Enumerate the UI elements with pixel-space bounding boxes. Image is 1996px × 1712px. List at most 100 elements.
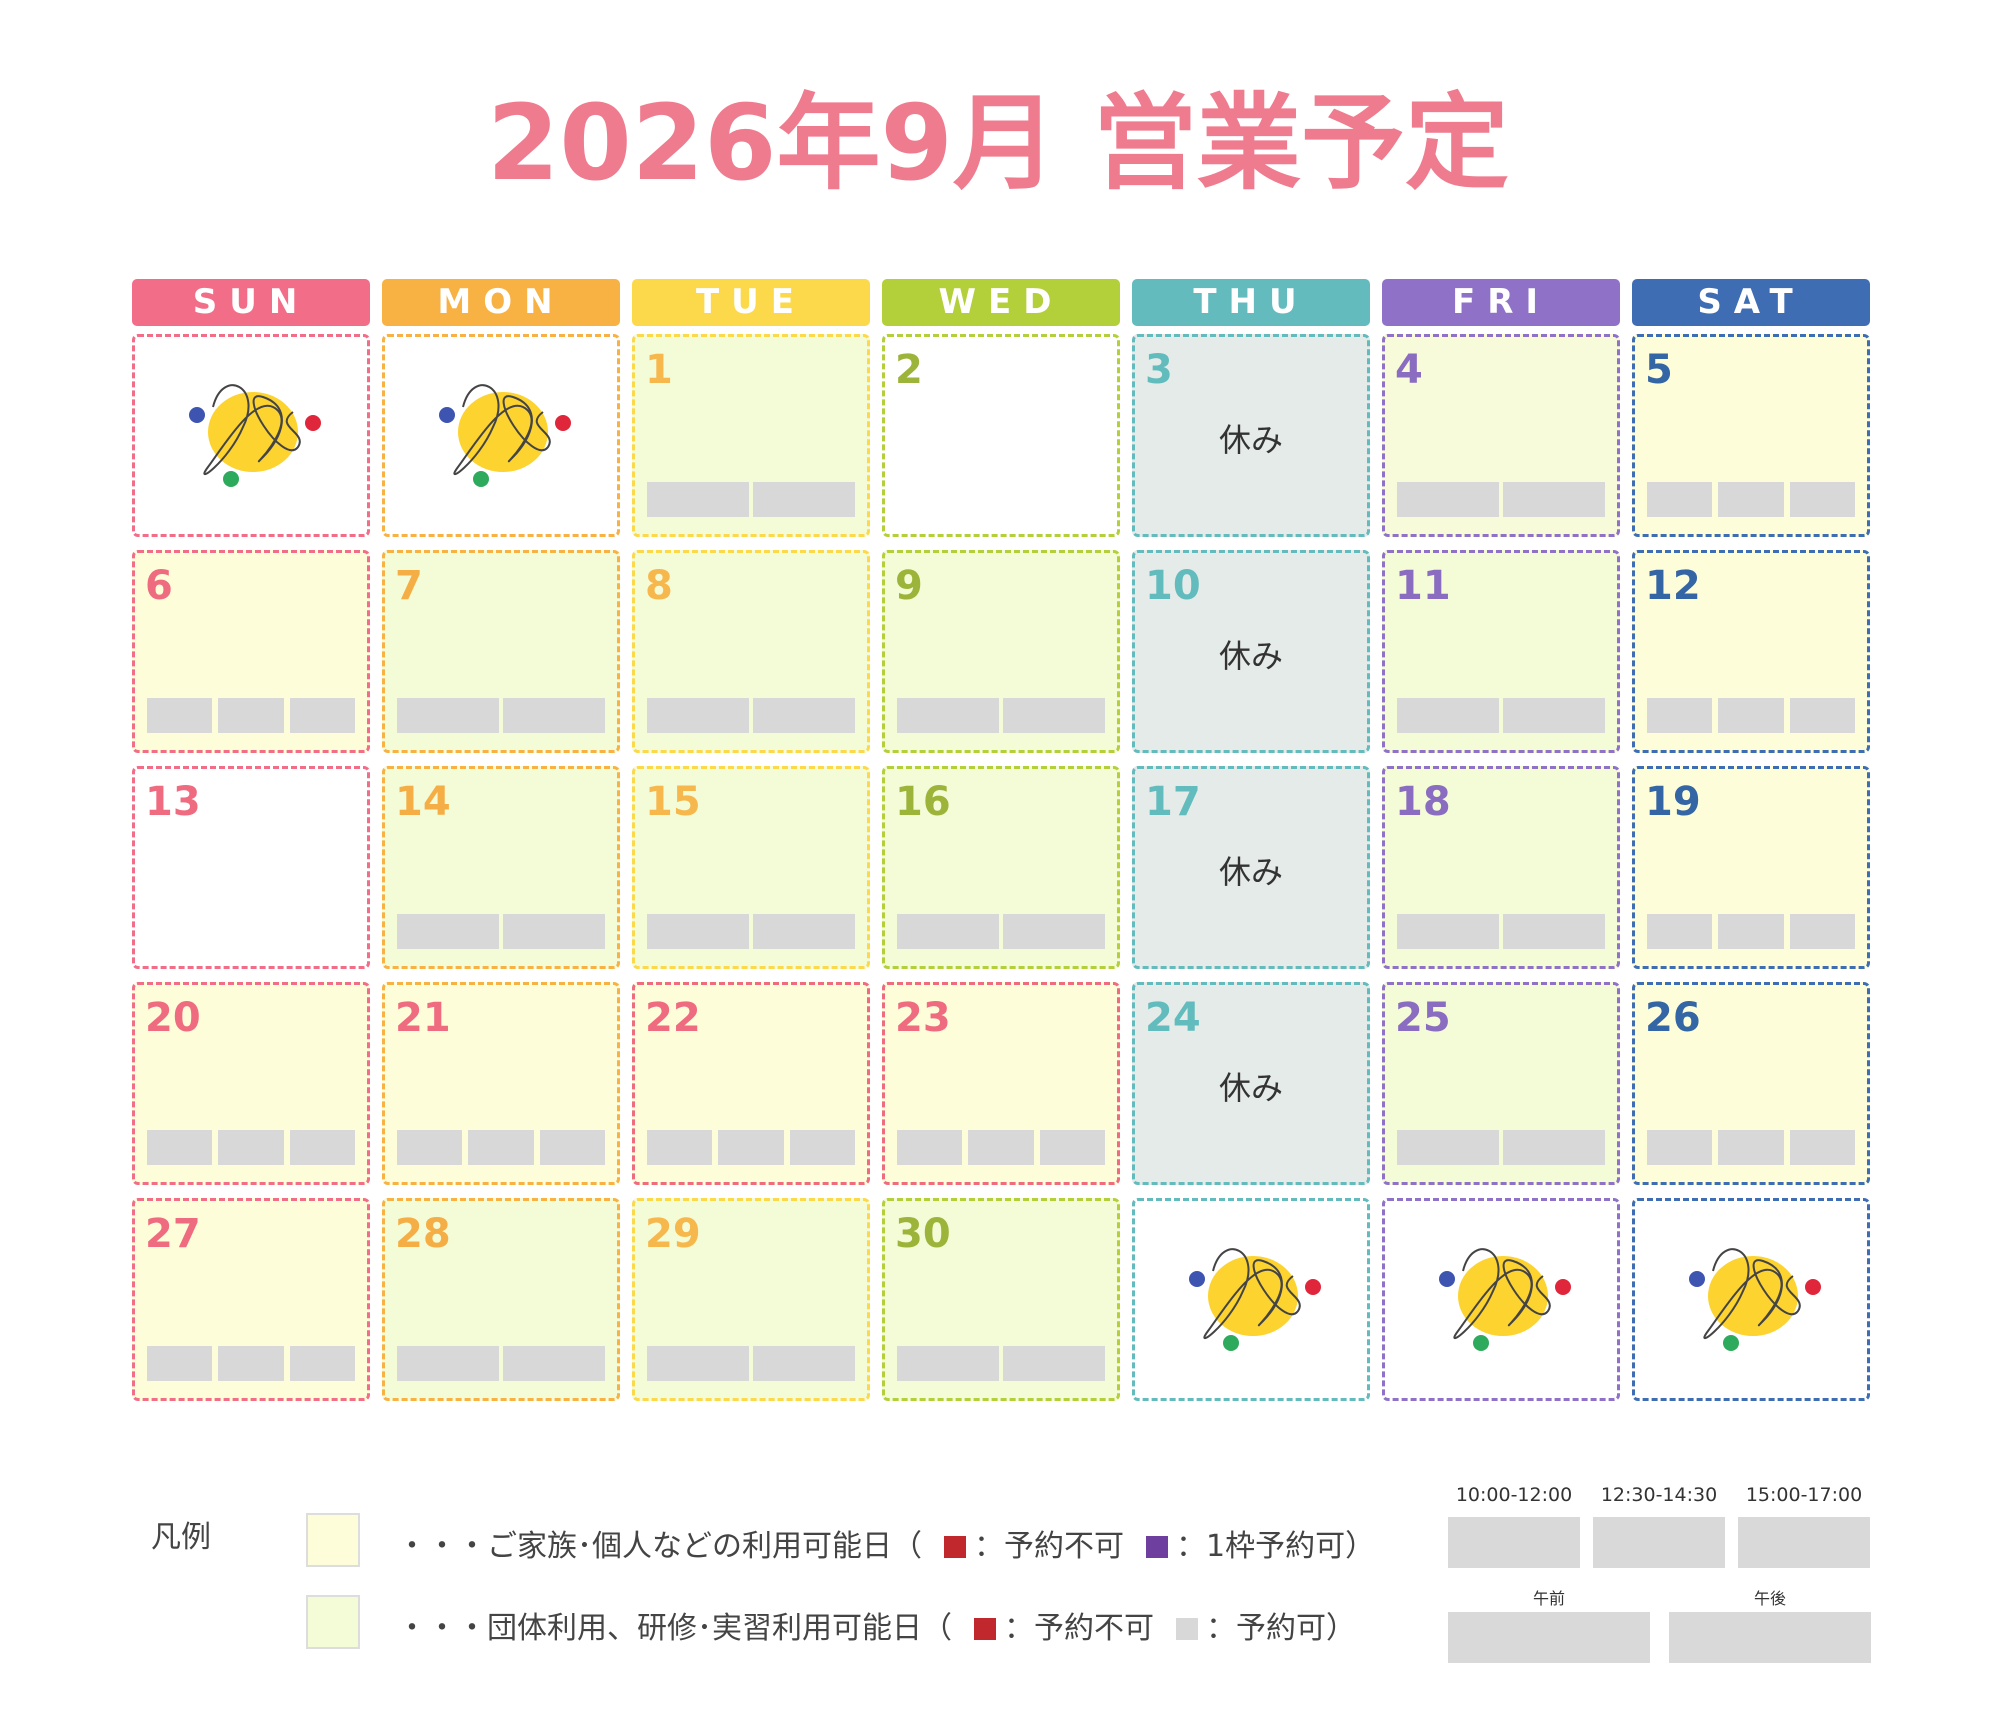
day-number: 16 bbox=[895, 779, 951, 825]
legend-piece: ・・・団体利用、研修･実習利用可能日（ bbox=[397, 1611, 952, 1646]
time-slot bbox=[897, 1346, 999, 1381]
time-slot bbox=[647, 698, 749, 733]
time-slot bbox=[753, 482, 855, 517]
legend-piece: ・・・ご家族･個人などの利用可能日（ bbox=[397, 1529, 922, 1564]
day-number: 26 bbox=[1645, 995, 1701, 1041]
day-number: 3 bbox=[1145, 347, 1173, 393]
day-number: 9 bbox=[895, 563, 923, 609]
day-cell: 5 bbox=[1632, 334, 1870, 537]
day-number: 30 bbox=[895, 1211, 951, 1257]
day-cell: 21 bbox=[382, 982, 620, 1185]
time-slot bbox=[968, 1130, 1034, 1165]
time-slot bbox=[1718, 698, 1784, 733]
day-cell: 6 bbox=[132, 550, 370, 753]
half-box bbox=[1669, 1612, 1871, 1663]
day-number: 2 bbox=[895, 347, 923, 393]
day-number: 18 bbox=[1395, 779, 1451, 825]
day-cell: 13 bbox=[132, 766, 370, 969]
closed-label: 休み bbox=[1218, 421, 1283, 459]
time-slot bbox=[147, 1130, 213, 1165]
time-slot bbox=[1718, 482, 1784, 517]
weekday-header: SAT bbox=[1632, 279, 1870, 326]
day-cell: 20 bbox=[132, 982, 370, 1185]
time-slot bbox=[718, 1130, 784, 1165]
legend-piece: ：予約不可 bbox=[974, 1529, 1124, 1564]
legend-text: ・・・団体利用、研修･実習利用可能日（ ：予約不可 ：予約可） bbox=[397, 1603, 1356, 1647]
legend-piece: ：予約不可 bbox=[1004, 1611, 1154, 1646]
day-number: 7 bbox=[395, 563, 423, 609]
day-cell: 9 bbox=[882, 550, 1120, 753]
day-cell: 23 bbox=[882, 982, 1120, 1185]
time-slot bbox=[1003, 698, 1105, 733]
legend-square bbox=[1176, 1618, 1198, 1640]
legend-swatch bbox=[306, 1595, 360, 1649]
day-cell: 18 bbox=[1382, 766, 1620, 969]
time-slot bbox=[897, 1130, 963, 1165]
logo bbox=[423, 367, 583, 497]
day-cell: 7 bbox=[382, 550, 620, 753]
day-number: 19 bbox=[1645, 779, 1701, 825]
half-label: 午後 bbox=[1753, 1589, 1786, 1608]
day-cell: 10 休み bbox=[1132, 550, 1370, 753]
day-cell: 8 bbox=[632, 550, 870, 753]
day-number: 6 bbox=[145, 563, 173, 609]
time-slot bbox=[397, 698, 499, 733]
day-number: 17 bbox=[1145, 779, 1201, 825]
slot-label: 10:00-12:00 bbox=[1455, 1484, 1573, 1506]
legend-square bbox=[974, 1618, 996, 1640]
weekday-header: THU bbox=[1132, 279, 1370, 326]
time-slot bbox=[1503, 1130, 1605, 1165]
weekday-header: SUN bbox=[132, 279, 370, 326]
time-slot bbox=[1503, 914, 1605, 949]
day-cell: 25 bbox=[1382, 982, 1620, 1185]
weekday-header: MON bbox=[382, 279, 620, 326]
day-cell bbox=[1382, 1198, 1620, 1401]
day-cell: 11 bbox=[1382, 550, 1620, 753]
day-cell: 17 休み bbox=[1132, 766, 1370, 969]
time-slot bbox=[289, 1346, 355, 1381]
legend-swatch bbox=[306, 1513, 360, 1567]
time-slot bbox=[218, 1130, 284, 1165]
time-slot bbox=[503, 914, 605, 949]
time-slot bbox=[647, 1130, 713, 1165]
time-slot bbox=[753, 914, 855, 949]
legend-square bbox=[944, 1536, 966, 1558]
time-slot bbox=[1503, 698, 1605, 733]
weekday-header: FRI bbox=[1382, 279, 1620, 326]
slot-box bbox=[1738, 1517, 1870, 1568]
time-slot bbox=[1003, 914, 1105, 949]
day-number: 24 bbox=[1145, 995, 1201, 1041]
day-cell: 3 休み bbox=[1132, 334, 1370, 537]
time-slot bbox=[1789, 482, 1855, 517]
time-slot bbox=[147, 1346, 213, 1381]
day-number: 10 bbox=[1145, 563, 1201, 609]
day-cell bbox=[1632, 1198, 1870, 1401]
time-slot bbox=[1789, 698, 1855, 733]
time-slot bbox=[289, 1130, 355, 1165]
day-number: 15 bbox=[645, 779, 701, 825]
day-number: 5 bbox=[1645, 347, 1673, 393]
time-slot bbox=[218, 698, 284, 733]
day-cell: 27 bbox=[132, 1198, 370, 1401]
time-slot bbox=[1789, 914, 1855, 949]
day-cell: 29 bbox=[632, 1198, 870, 1401]
time-slot bbox=[539, 1130, 605, 1165]
time-slot bbox=[397, 1130, 463, 1165]
half-label: 午前 bbox=[1532, 1589, 1565, 1608]
day-cell bbox=[1132, 1198, 1370, 1401]
day-number: 25 bbox=[1395, 995, 1451, 1041]
day-cell: 28 bbox=[382, 1198, 620, 1401]
closed-label: 休み bbox=[1218, 1069, 1283, 1107]
legend-piece: ：予約可） bbox=[1206, 1611, 1356, 1646]
time-slot bbox=[1718, 914, 1784, 949]
time-slot bbox=[789, 1130, 855, 1165]
time-slot bbox=[1789, 1130, 1855, 1165]
day-cell: 24 休み bbox=[1132, 982, 1370, 1185]
day-number: 13 bbox=[145, 779, 201, 825]
logo bbox=[1173, 1231, 1333, 1361]
slot-label: 12:30-14:30 bbox=[1600, 1484, 1718, 1506]
time-slot bbox=[397, 914, 499, 949]
legend-piece: ：1枠予約可） bbox=[1176, 1529, 1376, 1564]
time-slot bbox=[1397, 698, 1499, 733]
